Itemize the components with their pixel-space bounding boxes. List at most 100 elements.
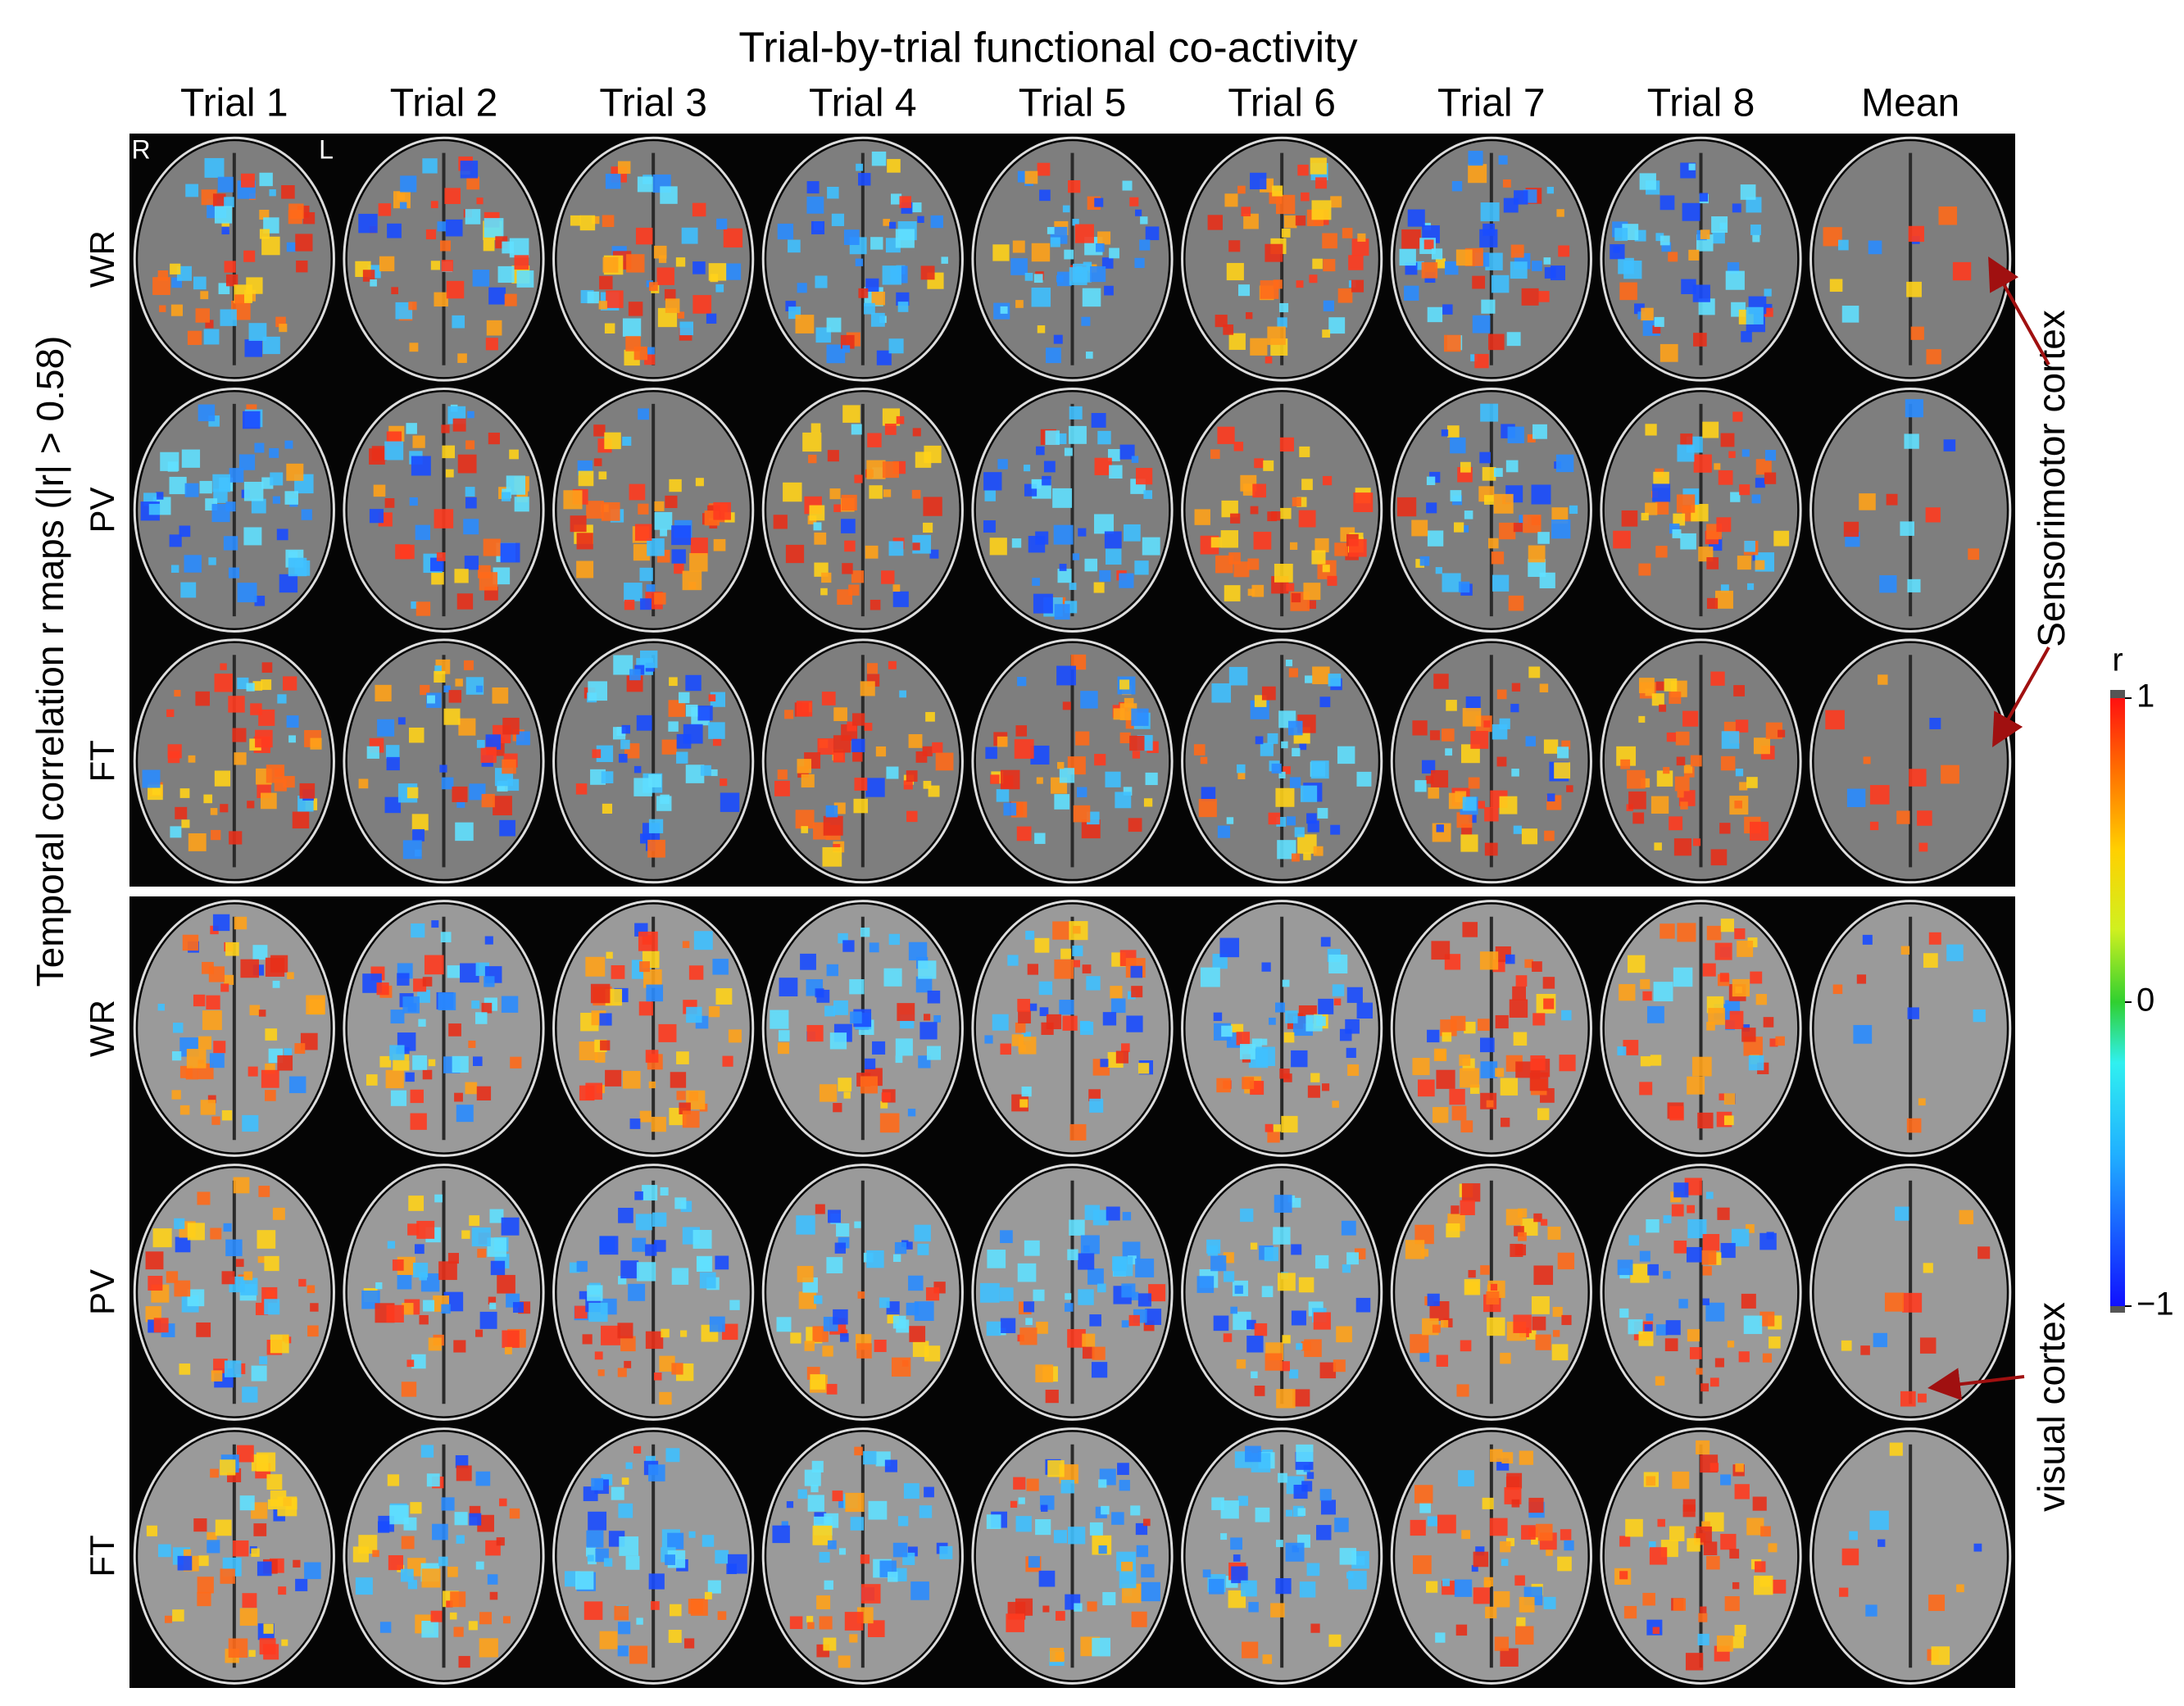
activation-voxel [645, 1050, 659, 1063]
activation-voxel [1778, 729, 1786, 737]
activation-voxel [1062, 205, 1070, 213]
activation-voxel [264, 1299, 280, 1315]
activation-voxel [1034, 937, 1050, 953]
activation-voxel [195, 308, 211, 323]
activation-voxel [1328, 317, 1346, 334]
activation-voxel [618, 1207, 633, 1223]
activation-voxel [692, 261, 706, 275]
activation-voxel [676, 1051, 689, 1064]
activation-voxel [1442, 304, 1453, 315]
activation-voxel [842, 405, 860, 423]
activation-voxel [892, 1254, 901, 1263]
brain-outline [761, 638, 964, 884]
activation-voxel [833, 504, 842, 512]
annotation-arrow [1988, 256, 2050, 365]
activation-voxel [1640, 979, 1650, 990]
activation-voxel [853, 798, 869, 814]
activation-voxel [1698, 1613, 1708, 1622]
activation-voxel [1456, 1384, 1469, 1397]
activation-voxel [1134, 560, 1149, 575]
colorbar-cap [2110, 1306, 2125, 1313]
activation-voxel [1328, 674, 1342, 687]
activation-voxel [1427, 1516, 1437, 1527]
activation-voxel [261, 792, 277, 810]
activation-voxel [1079, 1020, 1091, 1032]
activation-voxel [1348, 255, 1364, 270]
activation-voxel [1470, 730, 1489, 749]
activation-voxel [788, 239, 801, 253]
activation-voxel [1751, 494, 1761, 504]
activation-voxel [599, 1631, 618, 1649]
activation-voxel [480, 746, 497, 763]
activation-voxel [1122, 180, 1133, 191]
activation-voxel [224, 261, 236, 273]
activation-voxel [665, 495, 678, 509]
activation-voxel [1450, 437, 1466, 454]
activation-voxel [1081, 316, 1091, 326]
activation-voxel [412, 828, 425, 842]
activation-voxel [1705, 1191, 1714, 1200]
activation-voxel [239, 1608, 258, 1626]
activation-voxel [1059, 768, 1075, 783]
activation-voxel [182, 934, 199, 951]
activation-voxel [1273, 279, 1283, 289]
activation-voxel [1514, 190, 1528, 205]
activation-voxel [1646, 1005, 1664, 1023]
activation-voxel [476, 1086, 492, 1101]
activation-voxel [1687, 1538, 1700, 1552]
activation-voxel [847, 721, 857, 732]
activation-voxel [811, 220, 825, 234]
activation-voxel [185, 184, 199, 197]
activation-voxel [397, 192, 406, 201]
activation-voxel [1322, 233, 1337, 249]
activation-voxel [1143, 490, 1153, 499]
activation-voxel [1696, 1440, 1710, 1455]
activation-voxel [679, 692, 690, 704]
activation-voxel [211, 1116, 220, 1125]
activation-voxel [509, 1508, 520, 1519]
activation-voxel [434, 670, 446, 683]
activation-voxel [638, 931, 658, 951]
activation-voxel [375, 1282, 383, 1290]
activation-voxel [1019, 1099, 1028, 1108]
activation-voxel [1759, 1311, 1775, 1327]
activation-voxel [1655, 501, 1669, 515]
activation-voxel [422, 158, 438, 174]
activation-voxel [213, 1359, 228, 1373]
activation-voxel [1073, 263, 1092, 283]
activation-voxel [1348, 538, 1367, 557]
activation-voxel [869, 485, 883, 499]
activation-voxel [1060, 1480, 1074, 1494]
activation-voxel [690, 538, 708, 556]
activation-voxel [1468, 777, 1480, 789]
activation-voxel [372, 1549, 379, 1558]
activation-voxel [1142, 537, 1160, 556]
activation-voxel [1832, 984, 1843, 995]
activation-voxel [987, 1250, 1006, 1268]
activation-voxel [1291, 1244, 1302, 1255]
activation-voxel [1046, 1014, 1062, 1030]
activation-voxel [1642, 1592, 1655, 1606]
activation-voxel [426, 695, 435, 704]
activation-voxel [986, 1321, 1001, 1336]
activation-voxel [1720, 755, 1736, 771]
activation-voxel [269, 189, 276, 197]
activation-voxel [1552, 1306, 1563, 1318]
activation-voxel [789, 1616, 803, 1630]
activation-voxel [890, 193, 902, 205]
activation-voxel [618, 1622, 631, 1635]
activation-voxel [1073, 960, 1081, 968]
activation-voxel [1117, 1463, 1129, 1476]
activation-voxel [1414, 780, 1427, 792]
activation-voxel [1145, 226, 1160, 241]
activation-voxel [618, 754, 628, 763]
activation-voxel [833, 735, 851, 753]
brain-outline [1600, 1164, 1802, 1421]
activation-voxel [1130, 1505, 1141, 1516]
activation-voxel [1410, 1519, 1426, 1536]
activation-voxel [796, 1215, 815, 1235]
activation-voxel [1750, 821, 1769, 841]
activation-voxel [1431, 248, 1443, 260]
activation-voxel [1693, 333, 1707, 347]
annotation-arrow [1927, 1368, 2025, 1401]
